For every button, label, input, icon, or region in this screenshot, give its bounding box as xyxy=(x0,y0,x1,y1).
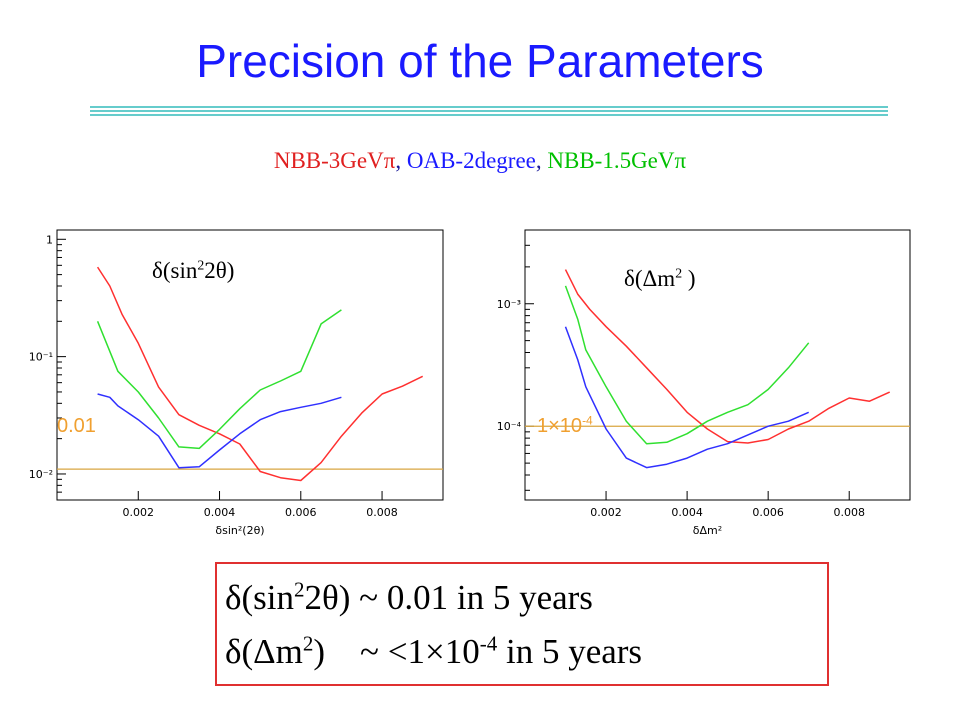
nbb-1p5gev-curve xyxy=(564,285,810,445)
title-underline xyxy=(90,106,888,108)
x-tick-label: 0.008 xyxy=(366,506,398,519)
legend-item-blue: OAB-2degree xyxy=(406,148,536,173)
threshold-label-right: 1×10-4 xyxy=(537,413,593,437)
oab-2degree-curve xyxy=(97,393,342,469)
threshold-label-left: 0.01 xyxy=(57,415,96,437)
x-tick-label: 0.002 xyxy=(123,506,155,519)
nbb-1p5gev-curve xyxy=(96,309,342,450)
dm2-plot: 0.002 0.004 0.006 0.008 10⁻³ 10⁻⁴ δΔm² xyxy=(497,229,911,537)
slide-title: Precision of the Parameters xyxy=(196,35,764,87)
y-tick-label: 10⁻⁴ xyxy=(497,420,522,433)
summary-box: δ(sin22θ) ~ 0.01 in 5 years δ(Δm2) ~ <1×… xyxy=(215,562,829,686)
sin2theta-plot: 0.002 0.004 0.006 0.008 1 10⁻¹ 10⁻² δsin²(2θ) xyxy=(29,229,444,537)
plot-frame xyxy=(56,229,444,501)
y-tick-label: 10⁻³ xyxy=(497,298,521,311)
x-tick-label: 0.004 xyxy=(671,506,703,519)
y-tick-label: 10⁻² xyxy=(29,468,53,481)
x-axis-label: δsin²(2θ) xyxy=(215,524,264,537)
title-underline xyxy=(90,114,888,116)
x-tick-label: 0.006 xyxy=(285,506,317,519)
y-tick-label: 10⁻¹ xyxy=(29,351,53,364)
legend-separator: , xyxy=(535,148,542,173)
plot-frame xyxy=(524,229,911,501)
legend-item-green: NBB-1.5GeVπ xyxy=(547,148,687,173)
dm2-label: δ(Δm2 ) xyxy=(624,265,696,291)
x-tick-label: 0.004 xyxy=(204,506,236,519)
series-legend: NBB-3GeVπ, OAB-2degree, NBB-1.5GeVπ xyxy=(0,148,960,174)
y-tick-label: 1 xyxy=(46,233,53,246)
summary-dm2: δ(Δm2) ~ <1×10-4 in 5 years xyxy=(225,631,643,671)
nbb-3gev-curve xyxy=(96,266,424,482)
sin2theta-label: δ(sin22θ) xyxy=(152,257,235,283)
nbb-3gev-curve xyxy=(564,269,891,444)
x-tick-label: 0.008 xyxy=(833,506,865,519)
oab-2degree-curve xyxy=(564,326,810,469)
title-underline xyxy=(90,110,888,112)
legend-separator: , xyxy=(395,148,402,173)
summary-sin2theta: δ(sin22θ) ~ 0.01 in 5 years xyxy=(225,577,593,617)
x-tick-label: 0.006 xyxy=(752,506,784,519)
x-axis-label: δΔm² xyxy=(693,524,722,537)
legend-item-red: NBB-3GeVπ xyxy=(273,148,396,173)
x-tick-label: 0.002 xyxy=(590,506,622,519)
